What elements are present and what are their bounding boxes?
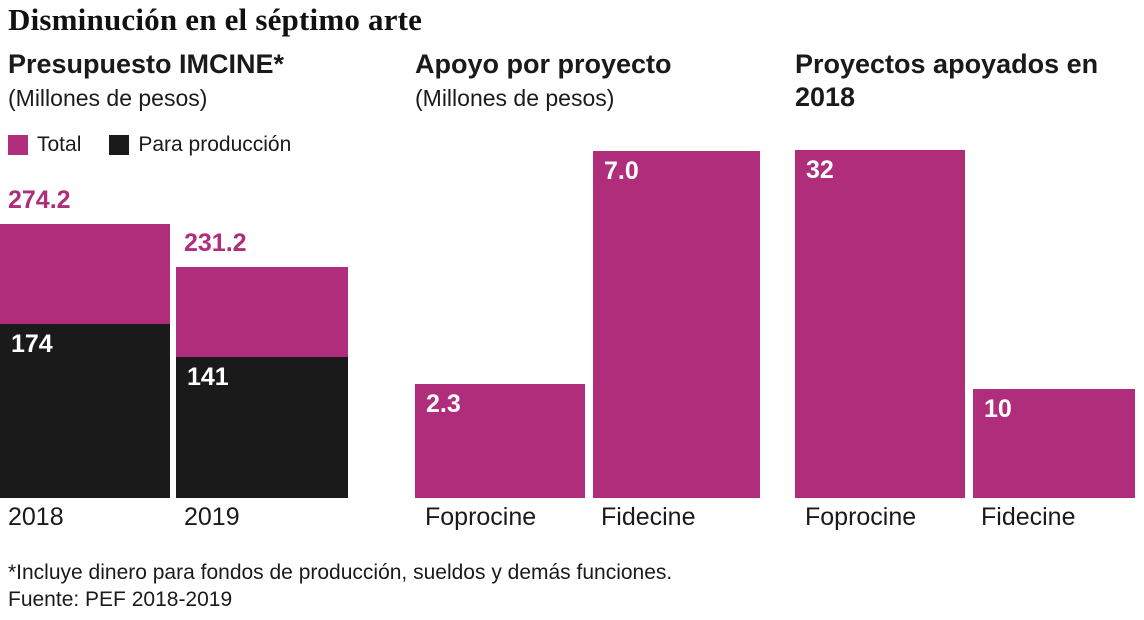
legend-label-produccion: Para producción (138, 133, 292, 156)
chart-title: Disminución en el séptimo arte (8, 2, 423, 37)
column-apoyo-fidecine: 7.0 (593, 148, 760, 498)
column-presupuesto-2019: 231.2 141 (176, 148, 348, 498)
legend-label-total: Total (37, 133, 82, 156)
value-label-proyectos-foprocine: 32 (806, 156, 834, 185)
panel2-heading-block: Apoyo por proyecto (Millones de pesos) (415, 48, 760, 113)
axis-label-proyectos-foprocine: Foprocine (805, 503, 917, 531)
footnote: *Incluye dinero para fondos de producció… (8, 561, 673, 584)
panel3-heading-block: Proyectos apoyados en 2018 (795, 48, 1140, 114)
axis-label-2018: 2018 (8, 503, 64, 531)
value-label-proyectos-fidecine: 10 (984, 395, 1012, 424)
axis-label-2019: 2019 (184, 503, 240, 531)
value-label-apoyo-fidecine: 7.0 (604, 156, 639, 185)
panel1-heading-block: Presupuesto IMCINE* (Millones de pesos) (8, 48, 368, 113)
source: Fuente: PEF 2018-2019 (8, 588, 233, 611)
legend-item-total: Total (8, 133, 81, 157)
plot-area: 274.2 174 231.2 141 2.3 7.0 (0, 148, 1144, 498)
panel2-title: Apoyo por proyecto (415, 49, 672, 79)
axis-label-apoyo-foprocine: Foprocine (425, 503, 537, 531)
bar-proyectos-fidecine: 10 (973, 389, 1135, 498)
axis-label-apoyo-fidecine: Fidecine (601, 503, 696, 531)
bar-proyectos-foprocine: 32 (795, 150, 965, 498)
legend-item-produccion: Para producción (109, 133, 291, 157)
column-proyectos-fidecine: 10 (973, 148, 1135, 498)
column-presupuesto-2018: 274.2 174 (0, 148, 170, 498)
bar-apoyo-fidecine: 7.0 (593, 150, 760, 498)
legend-swatch-produccion (109, 135, 130, 155)
panel1-subtitle: (Millones de pesos) (8, 85, 208, 111)
value-label-apoyo-foprocine: 2.3 (426, 389, 461, 418)
panel2-subtitle: (Millones de pesos) (415, 85, 615, 111)
bar-presupuesto-2018-total: 174 (0, 223, 170, 498)
panel3-title: Proyectos apoyados en 2018 (795, 49, 1099, 112)
bar-presupuesto-2018-produccion: 174 (0, 324, 170, 498)
value-label-2019-produccion: 141 (187, 363, 229, 391)
value-label-2018-total: 274.2 (8, 185, 71, 214)
column-proyectos-foprocine: 32 (795, 148, 965, 498)
bar-presupuesto-2019-produccion: 141 (176, 357, 348, 498)
panel1-title: Presupuesto IMCINE* (8, 49, 285, 79)
value-label-2018-produccion: 174 (11, 330, 53, 358)
legend-swatch-total (8, 135, 28, 155)
axis-label-proyectos-fidecine: Fidecine (981, 503, 1076, 531)
legend: Total Para producción (8, 133, 291, 157)
bar-apoyo-foprocine: 2.3 (415, 383, 585, 498)
column-apoyo-foprocine: 2.3 (415, 148, 585, 498)
bar-presupuesto-2019-total: 141 (176, 266, 348, 498)
value-label-2019-total: 231.2 (184, 228, 247, 257)
